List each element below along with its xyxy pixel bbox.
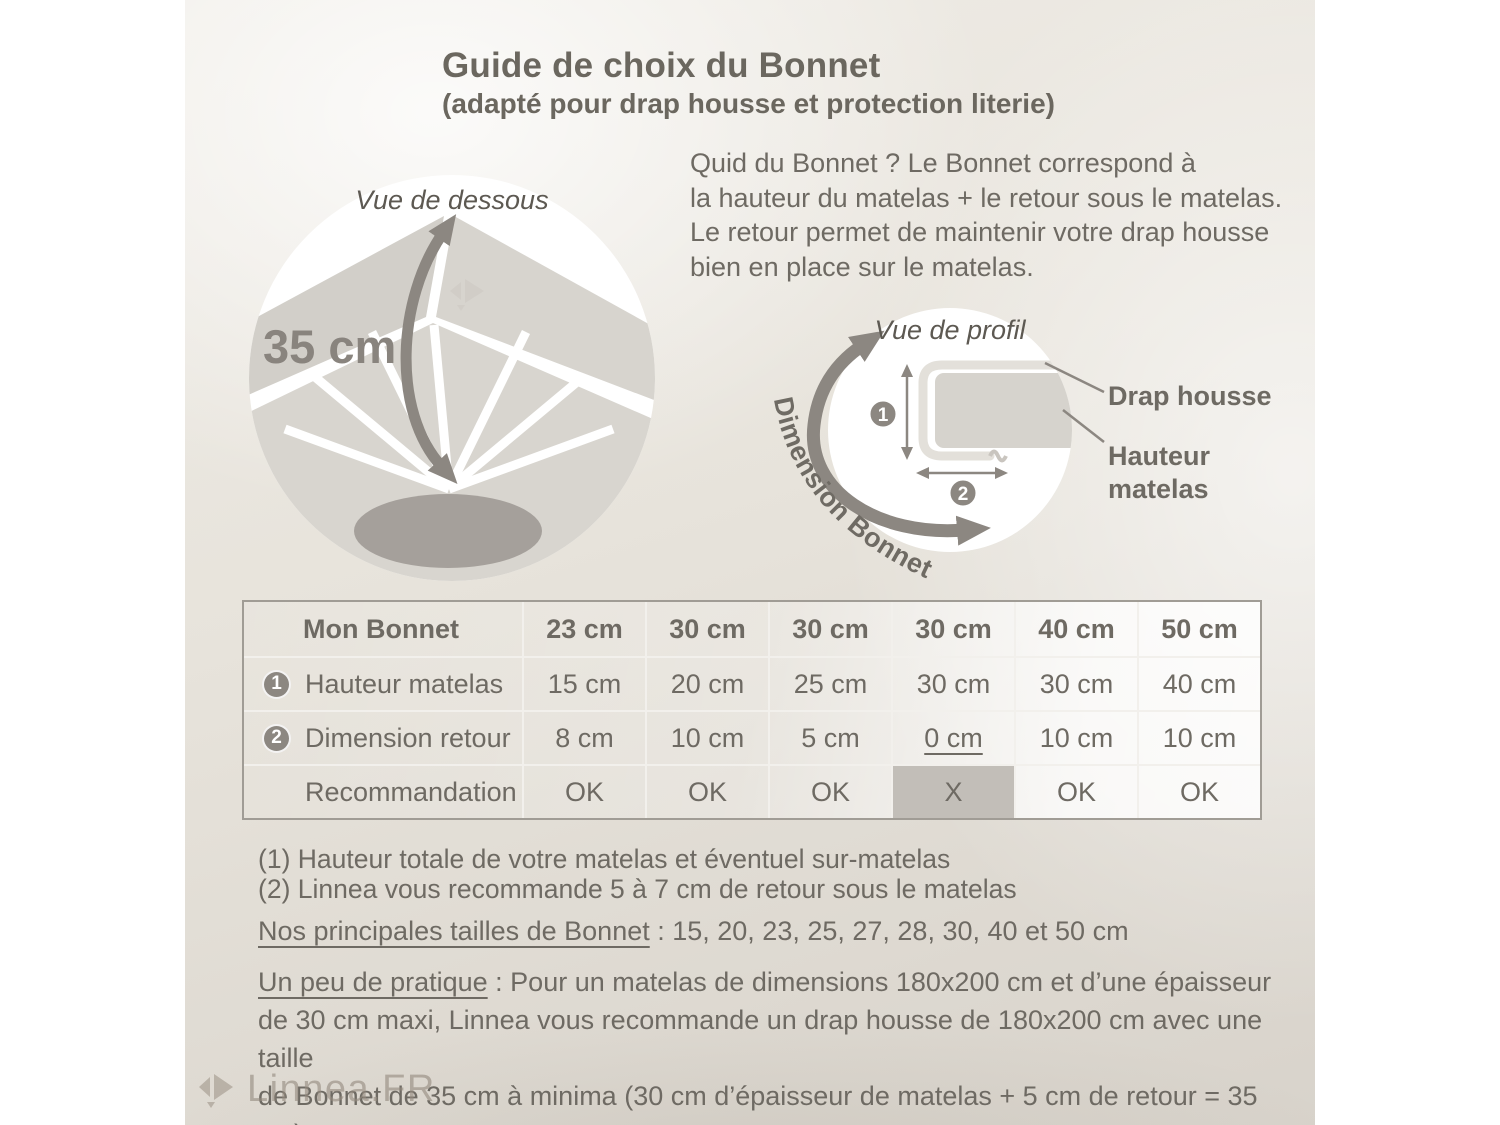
table-cell: OK — [645, 764, 768, 818]
content-area: Guide de choix du Bonnet (adapté pour dr… — [185, 0, 1315, 1125]
table-header-cell: 30 cm — [645, 602, 768, 656]
drap-housse-pointer-line — [1044, 361, 1105, 394]
table-header-cell: 40 cm — [1014, 602, 1137, 656]
badge-2-icon: 2 — [262, 723, 291, 753]
mattress-right-panel — [436, 216, 655, 405]
table-row-label: 1 Hauteur matelas — [244, 656, 522, 710]
footnotes: (1) Hauteur totale de votre matelas et é… — [258, 844, 1017, 904]
table-header-cell: 30 cm — [891, 602, 1014, 656]
table-cell: 5 cm — [768, 710, 891, 764]
table-cell-rejected: X — [891, 764, 1014, 818]
practice-paragraph: Un peu de pratique : Pour un matelas de … — [258, 967, 1272, 1125]
table-cell: OK — [1137, 764, 1260, 818]
table-cell: 15 cm — [522, 656, 645, 710]
table-header-cell: 50 cm — [1137, 602, 1260, 656]
table-cell: 8 cm — [522, 710, 645, 764]
table-cell: 40 cm — [1137, 656, 1260, 710]
logo-text: Linnea.FR — [247, 1068, 436, 1110]
profile-view-illustration: 1 2 Vue de profil Dimension Bonnet — [770, 308, 1105, 584]
badge-2-icon: 2 — [948, 478, 978, 508]
table-cell: 25 cm — [768, 656, 891, 710]
table-cell: OK — [522, 764, 645, 818]
sizes-line: Nos principales tailles de Bonnet : 15, … — [258, 916, 1129, 946]
bottom-view-illustration: Vue de dessous 35 cm — [249, 175, 655, 581]
badge-1-icon: 1 — [868, 399, 898, 429]
page-subtitle: (adapté pour drap housse et protection l… — [442, 88, 1055, 119]
linnea-leaf-icon — [199, 1073, 233, 1108]
table-header-cell: 23 cm — [522, 602, 645, 656]
table-cell: 30 cm — [1014, 656, 1137, 710]
elastic-squiggle — [988, 449, 1008, 463]
table-cell: OK — [768, 764, 891, 818]
dimension-bonnet-arrow — [806, 330, 991, 546]
table-cell: 0 cm — [891, 710, 1014, 764]
table-row-label: 2 Dimension retour — [244, 710, 522, 764]
table-header-cell: 30 cm — [768, 602, 891, 656]
page-title: Guide de choix du Bonnet — [442, 46, 881, 85]
practice-label: Un peu de pratique — [258, 967, 488, 997]
svg-text:1: 1 — [878, 405, 889, 426]
bonnet-measurement: 35 cm — [263, 320, 396, 373]
table-cell: 10 cm — [645, 710, 768, 764]
linnea-logo: Linnea.FR — [197, 1068, 436, 1111]
label-drap-housse: Drap housse — [1108, 381, 1272, 411]
table-cell: 20 cm — [645, 656, 768, 710]
mattress-left-panel — [249, 216, 444, 399]
svg-text:2: 2 — [958, 484, 969, 505]
label-hauteur-matelas: Hauteur matelas — [1108, 441, 1211, 504]
table-row-label: Recommandation — [244, 764, 522, 818]
sizes-label: Nos principales tailles de Bonnet — [258, 916, 650, 946]
sheet-corner-pocket — [354, 494, 542, 568]
intro-paragraph: Quid du Bonnet ? Le Bonnet correspond à … — [690, 148, 1283, 282]
table-cell: 30 cm — [891, 656, 1014, 710]
mattress-profile — [935, 373, 1072, 448]
table-cell: 10 cm — [1014, 710, 1137, 764]
hauteur-pointer-line — [1062, 409, 1105, 443]
watermark-leaf-icon — [450, 279, 484, 311]
table-header-cell: Mon Bonnet — [303, 613, 459, 644]
badge-1-icon: 1 — [262, 669, 291, 699]
table-cell: 10 cm — [1137, 710, 1260, 764]
table-cell: OK — [1014, 764, 1137, 818]
bonnet-table: Mon Bonnet 23 cm 30 cm 30 cm 30 cm 40 cm… — [242, 600, 1262, 820]
bonnet-measure-arrow — [400, 214, 458, 485]
profile-view-caption: Vue de profil — [874, 315, 1026, 345]
bottom-view-caption: Vue de dessous — [355, 185, 548, 215]
